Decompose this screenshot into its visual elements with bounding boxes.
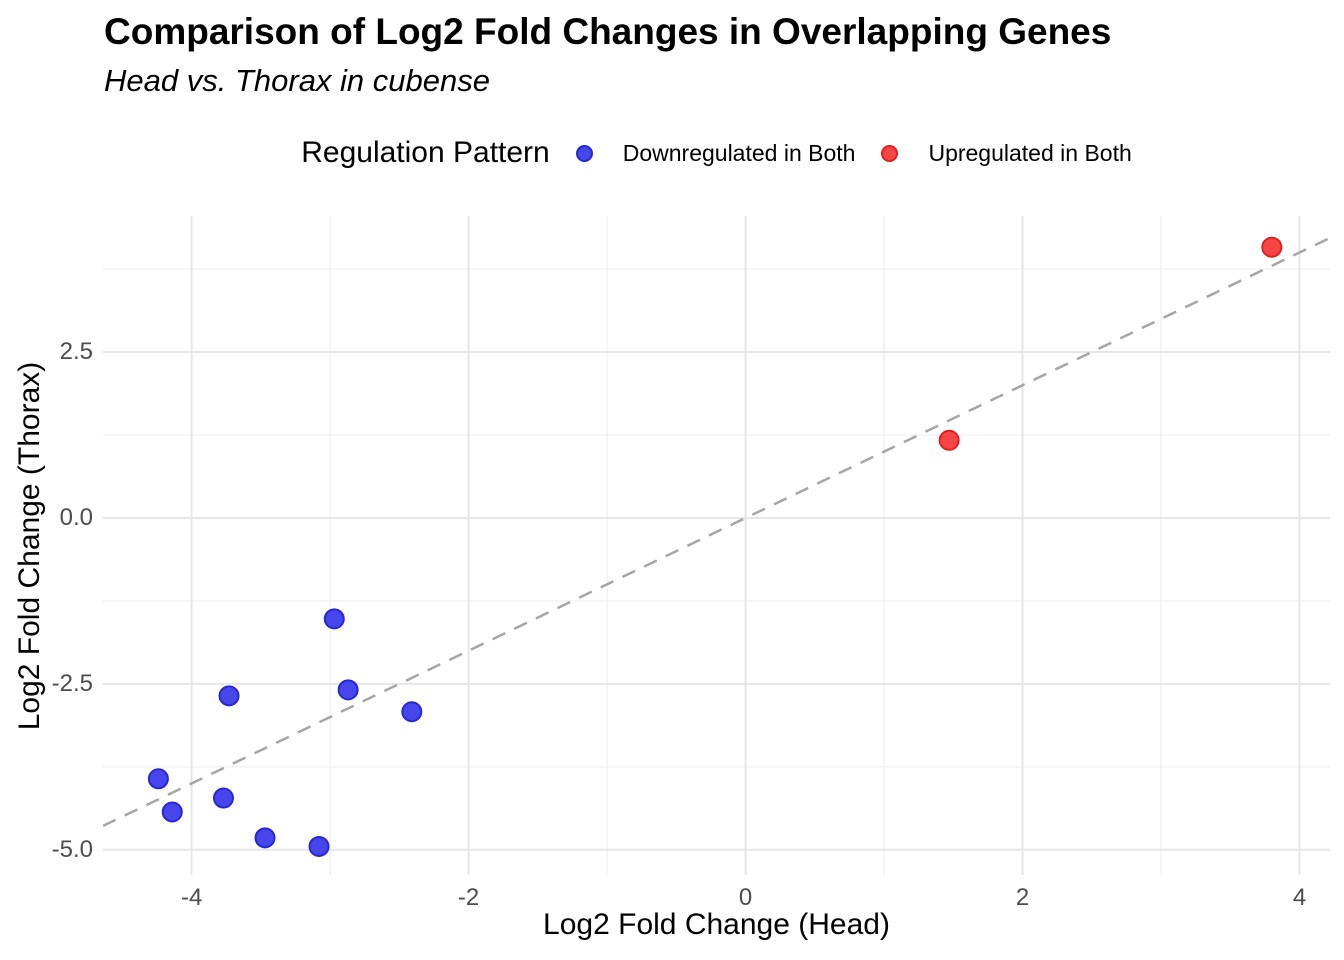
y-axis-title: Log2 Fold Change (Thorax) [13, 361, 46, 731]
data-point [323, 608, 345, 630]
x-axis-title: Log2 Fold Change (Head) [543, 908, 890, 941]
chart-subtitle: Head vs. Thorax in cubense [104, 63, 490, 98]
data-point [212, 787, 234, 809]
chart-title: Comparison of Log2 Fold Changes in Overl… [104, 11, 1112, 52]
x-tick-label: 4 [1292, 884, 1307, 911]
red-circle-swatch-icon [881, 144, 899, 162]
data-point [161, 801, 183, 823]
y-tick-label: -2.5 [51, 669, 93, 697]
data-point [1261, 236, 1283, 258]
x-tick-label: -2 [457, 884, 480, 911]
data-point [308, 835, 330, 857]
blue-circle-swatch-icon [575, 144, 593, 162]
y-tick-label: 2.5 [59, 338, 93, 366]
x-tick-label: 2 [1015, 884, 1030, 911]
data-point [147, 768, 169, 790]
legend-item-downregulated: Downregulated in Both [575, 139, 856, 167]
x-tick-label: 0 [738, 884, 753, 911]
data-point [254, 827, 276, 849]
legend-item-label: Downregulated in Both [622, 139, 856, 166]
data-point [337, 679, 359, 701]
data-point [218, 685, 240, 707]
legend-item-upregulated: Upregulated in Both [881, 139, 1132, 167]
identity-dashed-line [103, 236, 1330, 828]
legend-title: Regulation Pattern [301, 136, 550, 169]
x-tick-label: -4 [180, 884, 203, 911]
legend: Regulation Pattern Downregulated in Both… [103, 130, 1330, 176]
data-point [401, 701, 423, 723]
data-point [938, 429, 960, 451]
scatter-plot-panel [103, 216, 1330, 875]
legend-item-label: Upregulated in Both [928, 139, 1132, 166]
y-tick-label: -5.0 [51, 835, 93, 863]
y-tick-label: 0.0 [59, 503, 93, 531]
